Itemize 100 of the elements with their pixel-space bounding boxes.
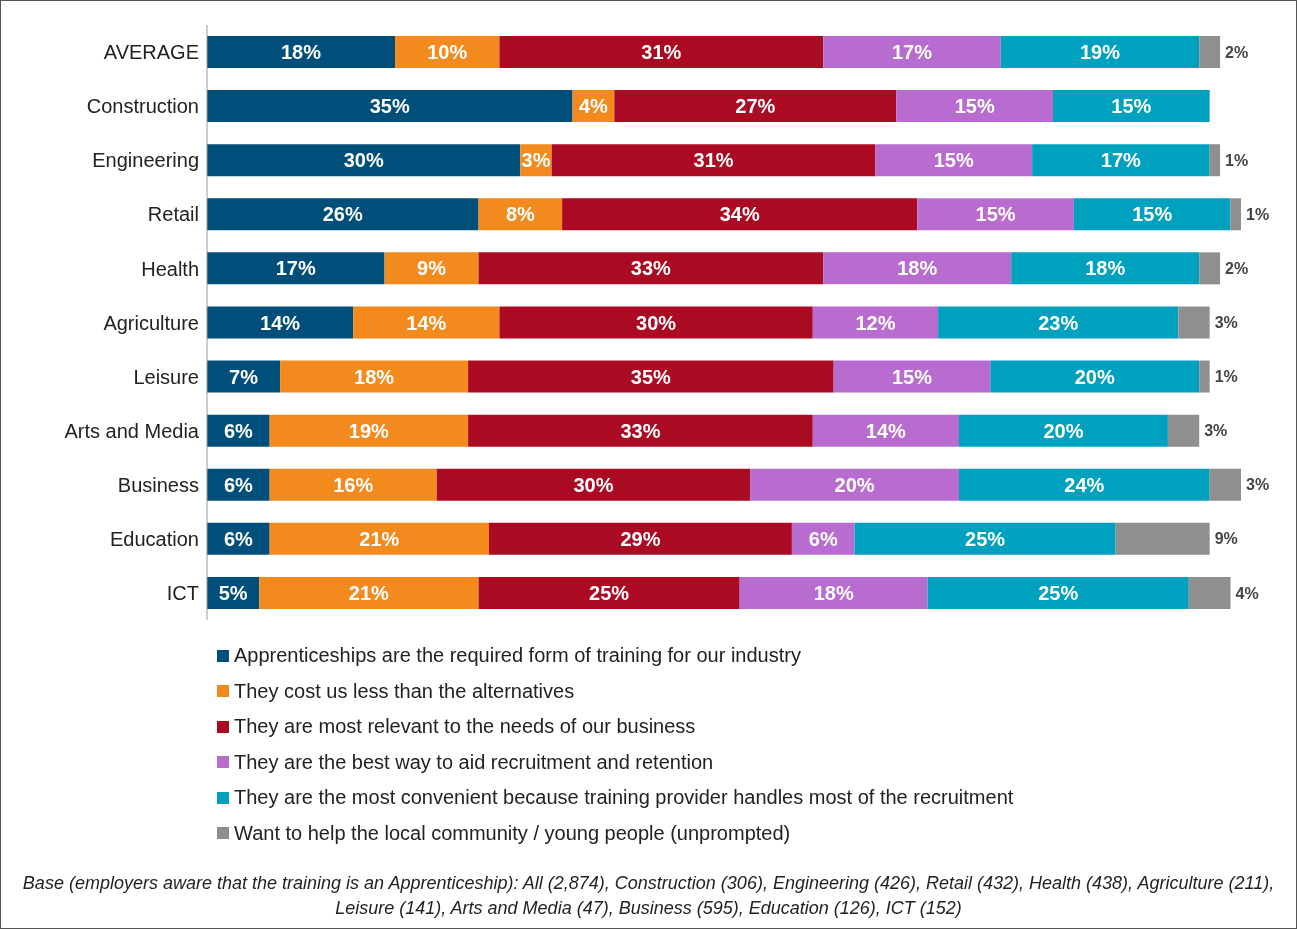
bar [1178, 306, 1210, 339]
data-label: 1% [1246, 205, 1270, 223]
bar [562, 198, 918, 231]
data-label: 17% [275, 257, 317, 280]
data-label: 17% [891, 41, 933, 64]
bar [875, 144, 1033, 177]
data-label: 15% [1111, 95, 1152, 118]
data-label: 19% [348, 419, 390, 442]
data-label: 26% [322, 203, 364, 226]
bar [499, 306, 813, 339]
data-label: 15% [933, 149, 975, 172]
data-label: 8% [505, 203, 535, 226]
data-label: 2% [1225, 260, 1249, 278]
data-label: 34% [719, 203, 760, 226]
data-label: 2% [1225, 43, 1249, 61]
y-tick-label: Leisure [133, 365, 199, 388]
data-label: 17% [1100, 149, 1142, 172]
data-label: 1% [1225, 151, 1249, 169]
legend-label: They cost us less than the alternatives [233, 678, 576, 704]
y-tick-label: Education [110, 527, 199, 550]
bar [823, 36, 1001, 68]
data-label: 15% [1132, 203, 1173, 226]
data-label: 14% [260, 311, 301, 334]
data-label: 9% [1214, 530, 1238, 548]
data-label: 3% [521, 149, 551, 172]
data-label: 10% [427, 41, 468, 64]
data-label: 33% [630, 257, 672, 280]
bar [739, 576, 928, 609]
data-label: 1% [1214, 368, 1238, 386]
data-label: 15% [954, 95, 995, 118]
bar [1000, 36, 1200, 68]
data-label: 20% [834, 473, 875, 496]
bar [927, 576, 1189, 609]
bar [1167, 414, 1200, 447]
y-tick-label: Engineering [92, 149, 199, 172]
bar [959, 468, 1210, 501]
data-label: 7% [229, 365, 259, 388]
bar [207, 306, 354, 339]
bar [1032, 144, 1210, 177]
bar [207, 252, 385, 285]
bar [1199, 36, 1221, 68]
bar [207, 90, 573, 123]
bar [1053, 90, 1210, 123]
data-label: 20% [1074, 365, 1116, 388]
bar [384, 252, 479, 285]
bar [207, 198, 479, 231]
bar [938, 306, 1179, 339]
bar [750, 468, 959, 501]
data-label: 35% [369, 95, 411, 118]
bar [489, 522, 792, 555]
data-label: 6% [223, 527, 253, 550]
bar [917, 198, 1074, 231]
data-label: 15% [891, 365, 933, 388]
bar [812, 306, 939, 339]
bar [812, 414, 959, 447]
bar [551, 144, 876, 177]
data-label: 5% [218, 582, 248, 605]
y-tick-label: AVERAGE [103, 41, 199, 64]
bar [478, 576, 740, 609]
text: Base (employers aware that the training is an Apprenticeship): All (2,874), Construction (306), Engineering (426), Retail (432), Health (438), Agriculture (211), Leisure (141), Arts and Media (47), Business (595), Education (126), ICT (152) [21, 872, 1276, 920]
data-label: 21% [348, 582, 390, 605]
data-label: 6% [223, 473, 253, 496]
bar [269, 468, 437, 501]
data-label: 35% [630, 365, 672, 388]
data-label: 27% [735, 95, 776, 118]
data-label: 14% [865, 419, 907, 442]
bar [207, 144, 521, 177]
bar [990, 360, 1200, 393]
legend-label: Apprenticeships are the required form of training for our industry [233, 643, 802, 669]
data-label: 33% [620, 419, 661, 442]
data-label: 18% [280, 41, 322, 64]
y-tick-label: Business [117, 473, 199, 496]
bar [1073, 198, 1231, 231]
bar [833, 360, 991, 393]
bar [353, 306, 500, 339]
data-label: 4% [578, 95, 609, 118]
bar [207, 36, 395, 68]
data-label: 25% [1038, 582, 1079, 605]
data-label: 9% [417, 257, 447, 280]
legend-label: They are the most convenient because training provider handles most of the recruitment [233, 785, 1015, 811]
data-label: 18% [813, 582, 854, 605]
bar [1209, 468, 1241, 501]
bar [259, 576, 479, 609]
y-tick-label: Retail [147, 203, 199, 226]
data-label: 14% [406, 311, 447, 334]
bar [1115, 522, 1210, 555]
data-label: 24% [1064, 473, 1105, 496]
data-label: 20% [1043, 419, 1084, 442]
bar [854, 522, 1116, 555]
bar [896, 90, 1053, 123]
data-label: 23% [1038, 311, 1079, 334]
bar [468, 414, 813, 447]
bar [959, 414, 1168, 447]
bar [1188, 576, 1231, 609]
data-label: 30% [573, 473, 614, 496]
bar [1199, 360, 1210, 393]
bar [468, 360, 834, 393]
legend-label: They are the best way to aid recruitment and retention [233, 749, 715, 775]
data-label: 3% [1214, 314, 1238, 332]
data-label: 4% [1235, 584, 1259, 602]
